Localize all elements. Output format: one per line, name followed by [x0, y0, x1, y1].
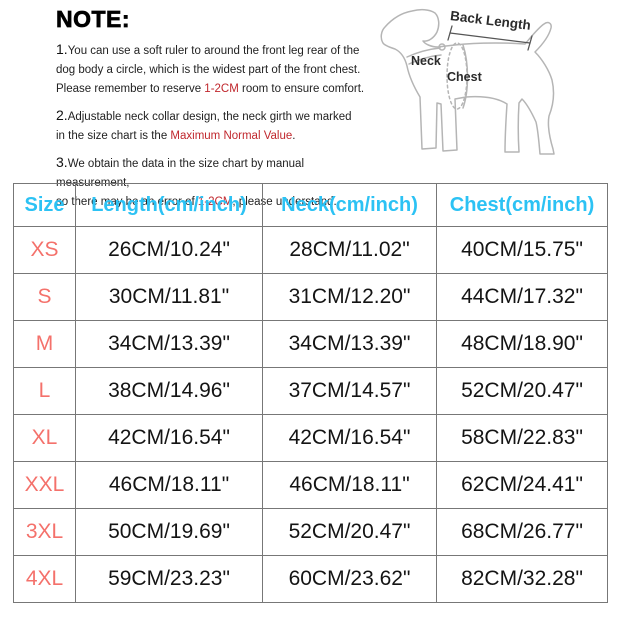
neck-value: 60CM/23.62": [262, 555, 437, 603]
col-header-size: Size: [13, 183, 76, 227]
length-value: 50CM/19.69": [75, 508, 263, 556]
chest-value: 48CM/18.90": [436, 320, 608, 368]
col-header-length: Length(cm/inch): [75, 183, 263, 227]
back-length-measure-tick-left: [447, 25, 453, 41]
table-header-row: Size Length(cm/inch) Neck(cm/inch) Chest…: [13, 183, 608, 227]
neck-value: 52CM/20.47": [262, 508, 437, 556]
size-value: 4XL: [13, 555, 76, 603]
note-item-2-line2-end: .: [292, 130, 296, 142]
length-value: 26CM/10.24": [75, 226, 263, 274]
table-row-4xl: 4XL 59CM/23.23" 60CM/23.62" 82CM/32.28": [13, 555, 608, 603]
chest-value: 68CM/26.77": [436, 508, 608, 556]
length-value: 30CM/11.81": [75, 273, 263, 321]
table-row-xxl: XXL 46CM/18.11" 46CM/18.11" 62CM/24.41": [13, 461, 608, 509]
neck-value: 37CM/14.57": [262, 367, 437, 415]
back-length-measure-line: [449, 32, 531, 44]
size-value: 3XL: [13, 508, 76, 556]
chest-label: Chest: [447, 70, 483, 84]
size-value: L: [13, 367, 76, 415]
note-item-1-line1: You can use a soft ruler to around the f…: [67, 45, 360, 57]
size-table: Size Length(cm/inch) Neck(cm/inch) Chest…: [13, 183, 608, 603]
col-header-neck: Neck(cm/inch): [262, 183, 437, 227]
neck-value: 46CM/18.11": [262, 461, 437, 509]
length-value: 34CM/13.39": [75, 320, 263, 368]
chest-value: 44CM/17.32": [436, 273, 608, 321]
chest-girth-band: [462, 44, 469, 109]
back-length-measure-tick-right: [527, 35, 533, 51]
table-row-s: S 30CM/11.81" 31CM/12.20" 44CM/17.32": [13, 273, 608, 321]
note-item-1-number: 1.: [56, 41, 68, 57]
table-row-3xl: 3XL 50CM/19.69" 52CM/20.47" 68CM/26.77": [13, 508, 608, 556]
note-item-2-highlight: Maximum Normal Value: [170, 130, 293, 142]
back-length-label: Back Length: [449, 8, 531, 33]
size-value: M: [13, 320, 76, 368]
note-item-1: 1.You can use a soft ruler to around the…: [56, 40, 378, 99]
neck-value: 31CM/12.20": [262, 273, 437, 321]
note-item-1-line2: dog body a circle, which is the widest p…: [56, 64, 361, 76]
length-value: 59CM/23.23": [75, 555, 263, 603]
size-value: XXL: [13, 461, 76, 509]
chest-value: 58CM/22.83": [436, 414, 608, 462]
chest-value: 82CM/32.28": [436, 555, 608, 603]
length-value: 46CM/18.11": [75, 461, 263, 509]
neck-value: 34CM/13.39": [262, 320, 437, 368]
length-value: 42CM/16.54": [75, 414, 263, 462]
note-item-2-number: 2.: [56, 107, 68, 123]
table-row-m: M 34CM/13.39" 34CM/13.39" 48CM/18.90": [13, 320, 608, 368]
chest-value: 62CM/24.41": [436, 461, 608, 509]
note-item-3-number: 3.: [56, 154, 68, 170]
size-value: XL: [13, 414, 76, 462]
dog-collar-line: [406, 47, 442, 65]
note-item-2-line1: Adjustable neck collar design, the neck …: [67, 111, 352, 123]
dog-outline-drawing: [380, 8, 555, 155]
table-row-xl: XL 42CM/16.54" 42CM/16.54" 58CM/22.83": [13, 414, 608, 462]
note-item-2: 2.Adjustable neck collar design, the nec…: [56, 106, 378, 146]
note-item-2-line2: in the size chart is the: [56, 130, 171, 142]
note-heading: NOTE:: [56, 6, 131, 33]
dog-collar-ring: [438, 43, 446, 51]
chest-value: 40CM/15.75": [436, 226, 608, 274]
size-value: XS: [13, 226, 76, 274]
col-header-chest: Chest(cm/inch): [436, 183, 608, 227]
table-row-l: L 38CM/14.96" 37CM/14.57" 52CM/20.47": [13, 367, 608, 415]
neck-value: 42CM/16.54": [262, 414, 437, 462]
neck-value: 28CM/11.02": [262, 226, 437, 274]
note-item-1-line3: Please remember to reserve: [56, 83, 205, 95]
table-row-xs: XS 26CM/10.24" 28CM/11.02" 40CM/15.75": [13, 226, 608, 274]
length-value: 38CM/14.96": [75, 367, 263, 415]
note-item-1-line3-end: room to ensure comfort.: [238, 83, 365, 95]
dog-measurement-diagram: Back Length Neck Chest: [380, 8, 555, 155]
size-value: S: [13, 273, 76, 321]
chest-value: 52CM/20.47": [436, 367, 608, 415]
note-item-1-highlight: 1-2CM: [204, 83, 239, 95]
neck-label: Neck: [411, 54, 441, 68]
